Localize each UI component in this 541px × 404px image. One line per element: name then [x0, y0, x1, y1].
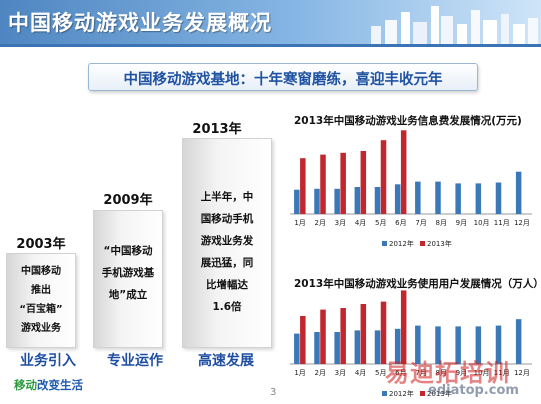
legend-swatch: [382, 391, 387, 396]
x-tick-label: 2月: [315, 369, 326, 377]
bar-2012-6: [394, 328, 401, 364]
page-title: 中国移动游戏业务发展概况: [8, 11, 272, 35]
x-tick-label: 4月: [355, 369, 366, 377]
phase-label-rapid-growth: 高速发展: [198, 353, 254, 369]
x-tick-label: 5月: [375, 219, 386, 227]
legend-swatch: [382, 241, 387, 246]
x-tick-label: 12月: [514, 369, 530, 377]
bar-2013-4: [360, 304, 367, 364]
bar-2012-11: [495, 182, 502, 214]
slogan-brand: 移动: [14, 378, 37, 392]
bar-2012-8: [435, 181, 441, 214]
bar-2013-6: [400, 290, 407, 364]
x-tick-label: 4月: [355, 219, 366, 227]
bar-2013-2: [320, 154, 326, 214]
bar-2012-3: [334, 188, 340, 214]
bar-2012-11: [495, 325, 502, 364]
bar-2013-6: [400, 130, 407, 214]
x-tick-label: 12月: [514, 219, 530, 227]
watermark-logo-text: 易迪拓培训: [385, 359, 510, 387]
bar-2012-1: [294, 189, 300, 214]
x-tick-label: 3月: [335, 369, 346, 377]
x-tick-label: 10月: [474, 219, 490, 227]
bar-2012-7: [415, 181, 421, 214]
x-tick-label: 7月: [415, 219, 426, 227]
watermark-url: ediatop.com: [428, 383, 519, 398]
revenue-bar-chart: 1月 2月 3月 4月 5月 6月 7月 8月 9月 10月 11月 12月 2012年 2013年: [290, 130, 532, 248]
stage-box-2003: [6, 253, 76, 348]
x-tick-label: 10月: [474, 369, 490, 377]
bar-2013-1: [300, 158, 306, 214]
bar-2012-6: [394, 184, 401, 214]
stage-year-2009: 2009年: [103, 193, 153, 208]
legend-swatch: [420, 241, 425, 246]
chart-title-users: 2013年中国移动游戏业务使用用户发展情况（万人）: [294, 278, 541, 290]
stage-year-2013: 2013年: [192, 122, 242, 137]
x-tick-label: 3月: [335, 219, 346, 227]
bar-2012-9: [455, 183, 461, 214]
subtitle-box: 中国移动游戏基地：十年寒窗磨练，喜迎丰收元年: [88, 63, 478, 91]
bar-2013-3: [340, 152, 346, 214]
bar-2012-12: [515, 171, 522, 214]
header-rule: [0, 44, 541, 47]
bar-2013-1: [300, 316, 306, 364]
users-bar-chart: 1月 2月 3月 4月 5月 6月 7月 8月 9月 10月 11月 12月 2012年 2013年: [290, 290, 532, 398]
header-banner: 中国移动游戏业务发展概况: [0, 0, 541, 44]
legend-label: 2013年: [427, 389, 452, 398]
bar-2012-7: [415, 325, 421, 364]
x-tick-label: 9月: [456, 369, 467, 377]
bar-2012-5: [374, 330, 381, 364]
legend-label: 2013年: [427, 239, 452, 248]
x-tick-label: 11月: [494, 369, 510, 377]
bar-2013-5: [380, 301, 387, 364]
stage-text-2009: “中国移动 手机游戏基 地”成立: [101, 245, 155, 301]
x-tick-label: 5月: [375, 369, 386, 377]
x-tick-label: 1月: [294, 369, 305, 377]
x-tick-label: 2月: [315, 219, 326, 227]
bar-2012-2: [314, 332, 320, 364]
slogan: 移动改变生活: [14, 377, 83, 393]
slogan-tagline: 改变生活: [37, 378, 83, 392]
bar-2013-4: [360, 151, 367, 214]
bar-2012-4: [354, 187, 361, 214]
bar-2012-1: [294, 333, 300, 364]
phase-label-professional: 专业运作: [107, 353, 163, 369]
legend-label: 2012年: [389, 239, 414, 248]
phase-label-introduction: 业务引入: [20, 353, 76, 369]
stage-box-2009: [93, 210, 163, 348]
stage-text-2013: 上半年，中 国移动手机 游戏业务发 展迅猛，同 比增幅达 1.6倍: [200, 191, 254, 313]
chart-title-revenue: 2013年中国移动游戏业务信息费发展情况(万元): [294, 115, 522, 127]
x-tick-label: 9月: [456, 219, 467, 227]
bar-2013-2: [320, 309, 326, 364]
x-tick-label: 6月: [395, 369, 406, 377]
stage-text-2003: 中国移动 推出 “百宝箱” 游戏业务: [19, 266, 63, 334]
x-tick-label: 8月: [436, 369, 447, 377]
subtitle: 中国移动游戏基地：十年寒窗磨练，喜迎丰收元年: [123, 72, 443, 88]
stage-box-2013: [182, 138, 272, 348]
page-number: 3: [270, 387, 277, 398]
x-tick-label: 6月: [395, 219, 406, 227]
x-tick-label: 11月: [494, 219, 510, 227]
x-tick-label: 7月: [415, 369, 426, 377]
legend-label: 2012年: [389, 389, 414, 398]
bar-2012-5: [374, 187, 381, 214]
bar-2013-3: [340, 308, 346, 364]
bar-2013-5: [380, 140, 387, 214]
bar-2012-10: [475, 326, 482, 364]
bar-2012-4: [354, 330, 361, 364]
bar-2012-3: [334, 332, 340, 364]
bar-2012-2: [314, 188, 320, 214]
bar-2012-8: [435, 326, 441, 364]
legend-swatch: [420, 391, 425, 396]
city-skyline-decoration: [371, 6, 538, 44]
x-tick-label: 1月: [294, 219, 305, 227]
x-tick-label: 8月: [436, 219, 447, 227]
bar-2012-9: [455, 326, 461, 364]
bar-2012-10: [475, 183, 482, 214]
bar-2012-12: [515, 319, 522, 364]
stage-year-2003: 2003年: [16, 237, 66, 252]
